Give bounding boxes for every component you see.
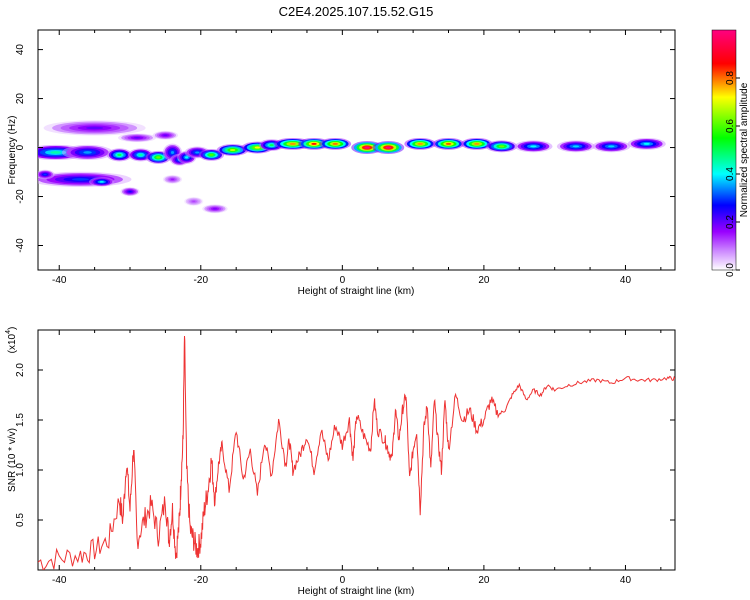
colorbar-tick-label: 0.4 (725, 167, 736, 181)
snr-scale-note: (x104) (5, 327, 18, 354)
x-tick-label: -20 (194, 275, 209, 286)
colorbar-tick-label: 0.2 (725, 215, 736, 229)
spectrogram-blob (216, 144, 249, 156)
spectrogram-xlabel: Height of straight line (km) (298, 286, 415, 297)
y-tick-label: 0.5 (15, 513, 26, 527)
spectrogram-blob (485, 140, 518, 153)
snr-scale-base: (x10 (7, 333, 18, 353)
x-tick-label: 40 (620, 575, 632, 586)
spectrogram-blob (162, 174, 183, 184)
x-tick-label: -20 (194, 575, 209, 586)
colorbar-label: Normalized spectral amplitude (739, 82, 750, 217)
spectrogram-blob (202, 204, 228, 214)
spectrogram-blob (38, 169, 55, 180)
spectrogram-ylabel: Frequency (Hz) (7, 116, 18, 185)
y-tick-label: -40 (15, 238, 26, 253)
snr-frame (37, 329, 676, 571)
spectrogram-blob (89, 177, 115, 187)
spectrogram-blob (152, 130, 179, 140)
spectrogram-blob (627, 137, 666, 150)
spectrogram-blob (120, 187, 140, 197)
snr-ylabel: SNR (10 * v/v) (7, 428, 18, 492)
y-tick-label: -20 (15, 189, 26, 204)
colorbar-gradient (711, 29, 737, 271)
colorbar-tick-label: 0.8 (725, 71, 736, 85)
x-tick-label: 0 (340, 275, 346, 286)
snr-ticks: -40 -20 0 20 40 0.5 1.0 1.5 2.0 (15, 330, 675, 586)
y-tick-label: 20 (15, 93, 26, 105)
spectrogram-blob (62, 144, 114, 161)
x-tick-label: 20 (478, 575, 490, 586)
spectrogram-blob (404, 137, 437, 150)
spectrogram-blob (372, 141, 405, 155)
spectrogram-blob (43, 120, 146, 136)
snr-scale-exp: 4 (5, 330, 12, 334)
y-tick-label: 2.0 (15, 363, 26, 377)
spectrogram-ticks: -40 -20 0 20 40 -40 -20 0 20 40 (15, 30, 675, 286)
colorbar: 0.0 0.2 0.4 0.6 0.8 Normalized spectral ampl… (711, 29, 750, 277)
spectrogram-plot: -40 -20 0 20 40 -40 -20 0 20 40 Height of straigh… (7, 29, 676, 297)
colorbar-ticks: 0.0 0.2 0.4 0.6 0.8 (725, 71, 740, 277)
snr-plot: -40 -20 0 20 40 0.5 1.0 1.5 2.0 Height of straig… (5, 327, 676, 597)
colorbar-tick-label: 0.0 (725, 263, 736, 277)
spectrogram-blob (184, 197, 204, 206)
x-tick-label: 0 (340, 575, 346, 586)
svg-text:(x104): (x104) (5, 327, 18, 354)
spectrogram-blob (319, 137, 352, 150)
y-tick-label: 40 (15, 44, 26, 56)
y-tick-label: 1.5 (15, 413, 26, 427)
spectrogram-blob (514, 140, 553, 153)
colorbar-tick-label: 0.6 (725, 119, 736, 133)
spectrogram-blob (106, 148, 133, 162)
spectrogram-blob (460, 137, 493, 150)
snr-xlabel: Height of straight line (km) (298, 586, 415, 597)
x-tick-label: -40 (52, 575, 67, 586)
x-tick-label: -40 (52, 275, 67, 286)
snr-series-line (38, 335, 675, 570)
y-tick-label: 0 (15, 144, 26, 150)
figure-title: C2E4.2025.107.15.52.G15 (279, 4, 434, 19)
x-tick-label: 20 (478, 275, 490, 286)
y-tick-label: 1.0 (15, 463, 26, 477)
spectrogram-blobs (38, 120, 666, 214)
spectrogram-blob (127, 148, 154, 162)
spectrogram-blob (556, 140, 596, 153)
spectrogram-blob (432, 137, 465, 150)
spectrogram-blob (592, 140, 631, 153)
x-tick-label: 40 (620, 275, 632, 286)
spectrogram-blob (117, 133, 157, 143)
